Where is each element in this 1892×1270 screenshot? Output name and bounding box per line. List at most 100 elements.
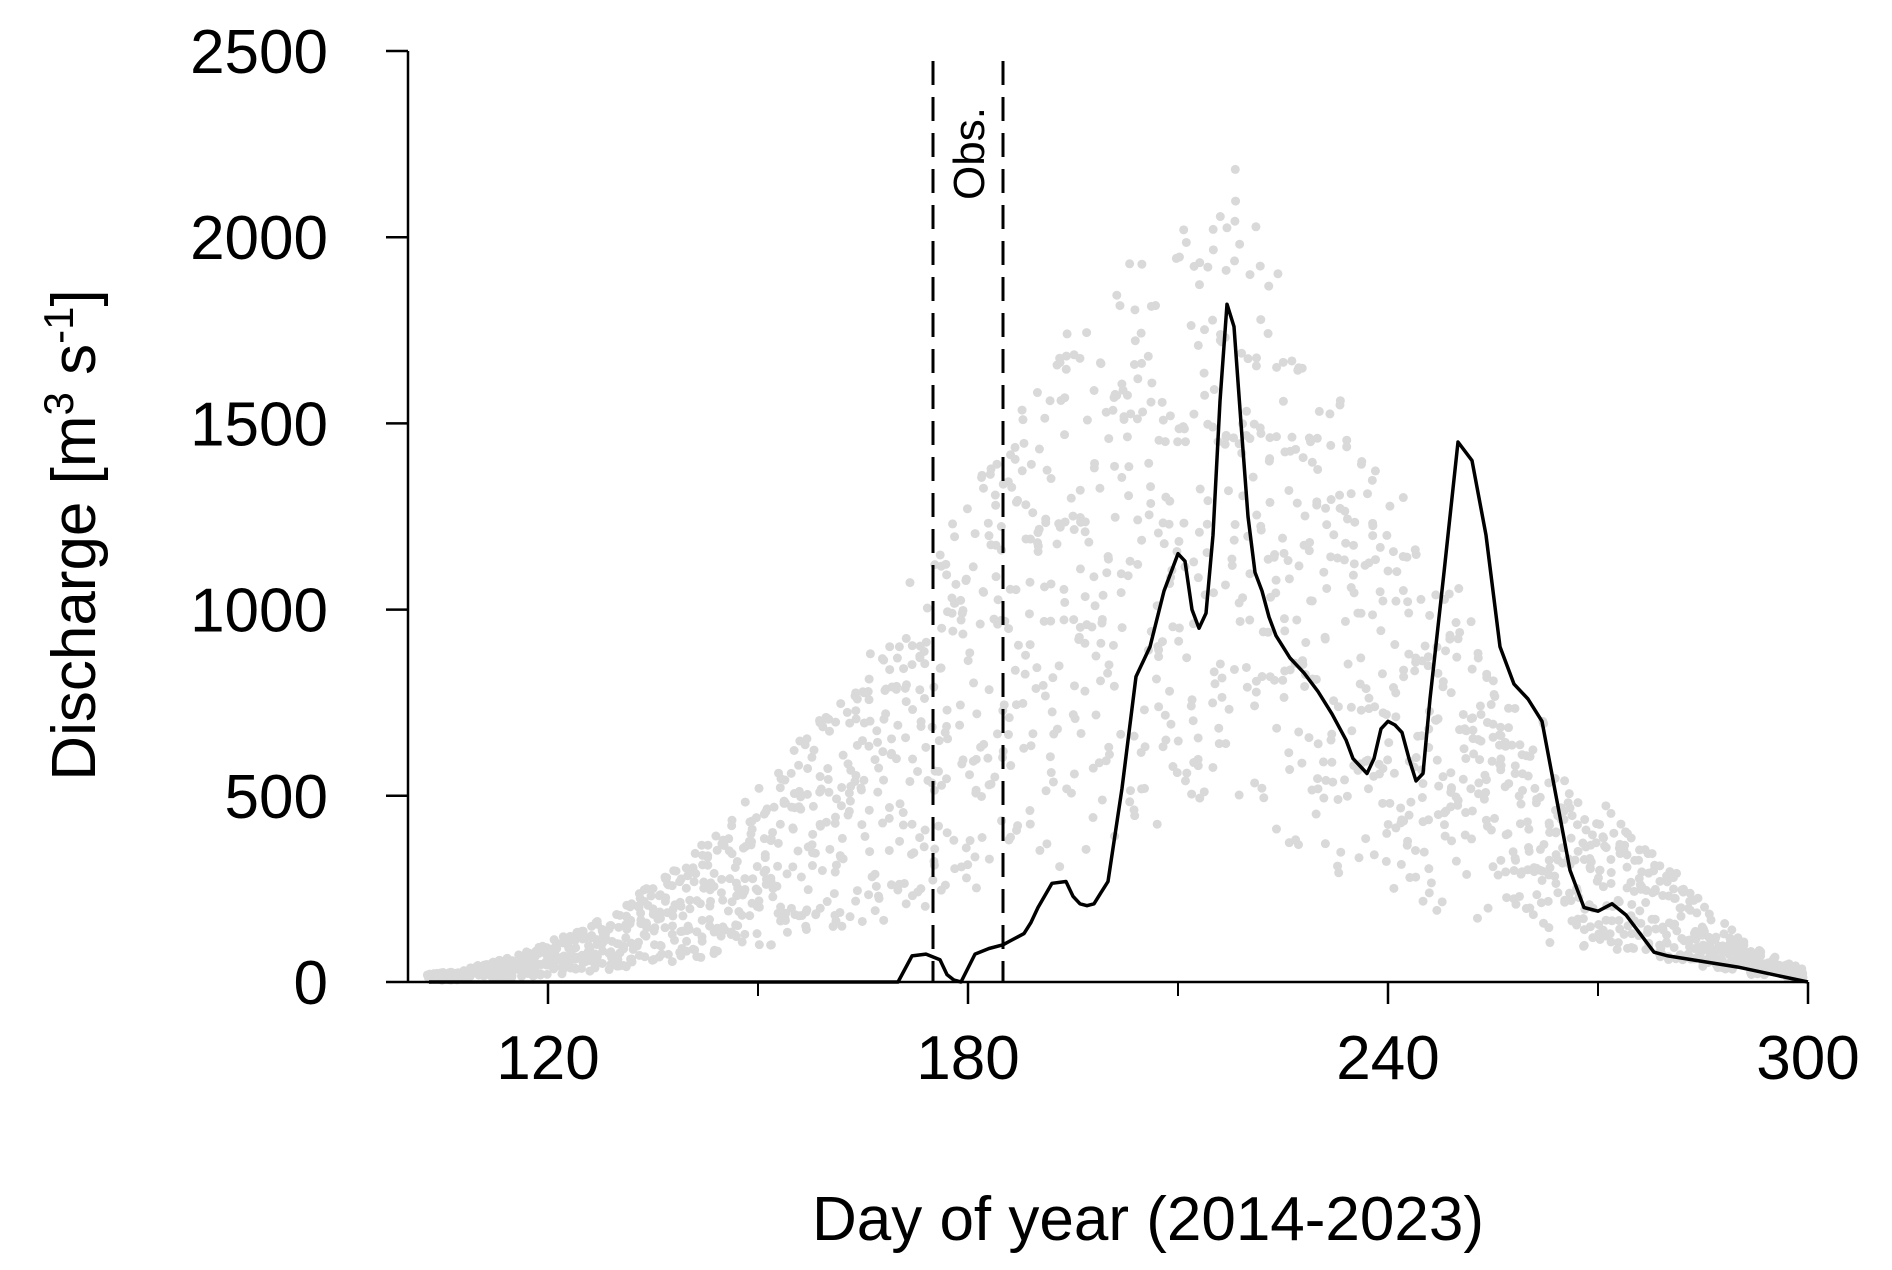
obs-point bbox=[1221, 430, 1231, 440]
obs-point bbox=[1466, 617, 1476, 627]
obs-point bbox=[970, 852, 980, 862]
obs-point bbox=[1322, 520, 1332, 530]
obs-point bbox=[1416, 594, 1426, 604]
obs-point bbox=[1390, 640, 1400, 650]
obs-point bbox=[1278, 396, 1288, 406]
obs-point bbox=[1619, 929, 1629, 939]
obs-point bbox=[772, 881, 782, 891]
obs-point bbox=[1136, 328, 1146, 338]
obs-point bbox=[1292, 498, 1302, 508]
obs-point bbox=[1560, 776, 1570, 786]
obs-point bbox=[740, 874, 750, 884]
obs-point bbox=[642, 923, 652, 933]
obs-point bbox=[1202, 548, 1212, 558]
obs-point bbox=[1446, 802, 1456, 812]
obs-point bbox=[507, 968, 517, 978]
obs-point bbox=[1271, 575, 1281, 585]
obs-point bbox=[970, 529, 980, 539]
obs-point bbox=[1096, 638, 1106, 648]
obs-point bbox=[908, 754, 918, 764]
obs-point bbox=[1146, 498, 1156, 508]
x-axis-label: Day of year (2014-2023) bbox=[812, 1185, 1484, 1254]
obs-point bbox=[1257, 783, 1267, 793]
obs-point bbox=[1110, 512, 1120, 522]
obs-point bbox=[1195, 484, 1205, 494]
obs-point bbox=[1038, 680, 1048, 690]
obs-point bbox=[768, 827, 778, 837]
obs-point bbox=[1047, 707, 1057, 717]
obs-point bbox=[1189, 557, 1199, 567]
obs-point bbox=[1252, 353, 1262, 363]
obs-point bbox=[949, 835, 959, 845]
obs-point bbox=[1391, 596, 1401, 606]
obs-point bbox=[1278, 357, 1288, 367]
obs-point bbox=[807, 840, 817, 850]
obs-point bbox=[1567, 811, 1577, 821]
obs-point bbox=[942, 721, 952, 731]
obs-point bbox=[1264, 281, 1274, 291]
obs-point bbox=[1629, 886, 1639, 896]
obs-point bbox=[1389, 683, 1399, 693]
obs-point bbox=[1007, 482, 1017, 492]
obs-point bbox=[1437, 897, 1447, 907]
obs-point bbox=[1480, 770, 1490, 780]
obs-point bbox=[1200, 390, 1210, 400]
obs-point bbox=[1222, 223, 1232, 233]
obs-point bbox=[1444, 589, 1454, 599]
obs-point bbox=[1157, 397, 1167, 407]
obs-point bbox=[675, 947, 685, 957]
obs-point bbox=[1343, 659, 1353, 669]
obs-point bbox=[1419, 847, 1429, 857]
obs-point bbox=[1446, 688, 1456, 698]
obs-point bbox=[1279, 548, 1289, 558]
obs-point bbox=[1193, 573, 1203, 583]
obs-point bbox=[1080, 686, 1090, 696]
obs-point bbox=[751, 813, 761, 823]
obs-point bbox=[809, 745, 819, 755]
obs-point bbox=[1139, 705, 1149, 715]
obs-point bbox=[1006, 761, 1016, 771]
obs-point bbox=[1098, 590, 1108, 600]
obs-point bbox=[1754, 947, 1764, 957]
obs-point bbox=[1689, 928, 1699, 938]
obs-point bbox=[1535, 865, 1545, 875]
obs-point bbox=[1367, 475, 1377, 485]
obs-point bbox=[1215, 659, 1225, 669]
obs-point bbox=[802, 789, 812, 799]
obs-point bbox=[1075, 353, 1085, 363]
obs-point bbox=[1479, 794, 1489, 804]
obs-point bbox=[1361, 756, 1371, 766]
obs-point bbox=[1327, 729, 1337, 739]
obs-point bbox=[1041, 514, 1051, 524]
obs-point bbox=[916, 721, 926, 731]
obs-point bbox=[965, 648, 975, 658]
obs-point bbox=[1474, 778, 1484, 788]
obs-point bbox=[1313, 464, 1323, 474]
obs-point bbox=[803, 885, 813, 895]
obs-point bbox=[1731, 935, 1741, 945]
y-axis-ticks: 0 500 1000 1500 2000 2500 bbox=[190, 18, 408, 1018]
obs-point bbox=[1165, 686, 1175, 696]
obs-point bbox=[1146, 482, 1156, 492]
obs-point bbox=[1245, 270, 1255, 280]
y-tick-label: 2000 bbox=[190, 204, 328, 273]
obs-point bbox=[1287, 356, 1297, 366]
obs-point bbox=[1075, 485, 1085, 495]
obs-point bbox=[811, 910, 821, 920]
obs-point bbox=[1231, 196, 1241, 206]
obs-point bbox=[891, 684, 901, 694]
x-tick-label: 240 bbox=[1336, 1024, 1439, 1093]
obs-point bbox=[1404, 649, 1414, 659]
obs-point bbox=[1627, 899, 1637, 909]
obs-point bbox=[1013, 821, 1023, 831]
obs-point bbox=[984, 780, 994, 790]
obs-point bbox=[633, 937, 643, 947]
obs-point bbox=[1718, 941, 1728, 951]
obs-point bbox=[1217, 692, 1227, 702]
obs-point bbox=[1473, 648, 1483, 658]
obs-point bbox=[590, 963, 600, 973]
obs-point bbox=[1356, 653, 1366, 663]
observation-scatter-points bbox=[422, 164, 1808, 985]
obs-point bbox=[1692, 908, 1702, 918]
obs-point bbox=[898, 808, 908, 818]
